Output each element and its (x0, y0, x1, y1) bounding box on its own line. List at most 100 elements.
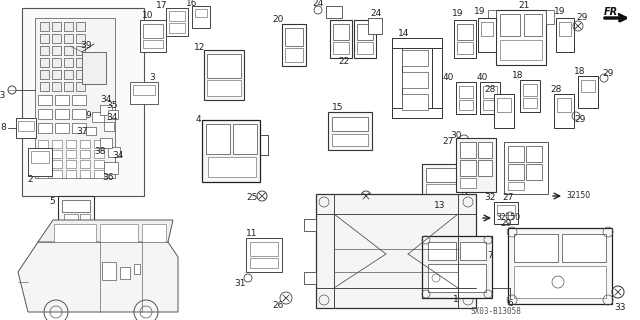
Text: 29: 29 (500, 220, 512, 228)
Text: 2: 2 (27, 175, 33, 185)
Bar (76, 22, 85, 31)
Bar (108, 147, 120, 157)
Bar (38, 95, 52, 105)
Bar (40, 22, 49, 31)
Bar (76, 70, 85, 79)
Bar (250, 242, 278, 256)
Bar (432, 48, 442, 108)
Bar (426, 168, 462, 182)
Bar (368, 18, 382, 34)
Bar (556, 18, 574, 52)
Bar (330, 20, 352, 58)
Bar (483, 86, 497, 98)
Bar (100, 138, 112, 148)
Bar (94, 150, 104, 158)
Bar (52, 160, 62, 168)
Text: 20: 20 (272, 15, 284, 25)
Bar (332, 117, 368, 131)
Text: 8: 8 (0, 124, 6, 132)
Bar (457, 42, 473, 54)
Bar (250, 258, 278, 268)
Bar (133, 85, 155, 95)
Bar (204, 50, 244, 100)
Bar (94, 160, 104, 168)
Bar (55, 123, 69, 133)
Text: 9: 9 (85, 111, 91, 121)
Text: 11: 11 (246, 229, 258, 238)
Bar (40, 82, 49, 91)
Text: 22: 22 (339, 58, 349, 67)
Bar (460, 142, 476, 158)
Bar (100, 105, 112, 115)
Bar (454, 20, 476, 58)
Bar (514, 234, 558, 262)
Bar (38, 140, 48, 148)
Text: SX03-B13058: SX03-B13058 (470, 308, 522, 316)
Bar (64, 34, 73, 43)
Bar (52, 58, 61, 67)
Bar (328, 112, 372, 150)
Text: 32150: 32150 (566, 191, 590, 201)
Text: 34: 34 (106, 114, 118, 123)
Bar (66, 150, 76, 158)
Bar (546, 10, 554, 24)
Bar (354, 20, 376, 58)
Bar (508, 146, 524, 162)
Bar (483, 100, 497, 110)
Text: 31: 31 (234, 279, 246, 289)
Bar (64, 214, 78, 222)
Text: 28: 28 (550, 85, 562, 94)
Text: 1: 1 (453, 295, 459, 305)
Bar (82, 52, 106, 84)
Bar (496, 10, 546, 65)
Bar (478, 160, 492, 176)
Bar (64, 46, 73, 55)
Bar (581, 80, 595, 92)
Bar (392, 38, 442, 48)
Bar (457, 24, 473, 40)
Bar (38, 109, 52, 119)
Bar (64, 82, 73, 91)
Bar (40, 70, 49, 79)
Bar (130, 82, 158, 104)
Bar (80, 150, 90, 158)
Text: 29: 29 (574, 116, 586, 124)
Bar (76, 58, 85, 67)
Bar (38, 123, 52, 133)
Bar (392, 108, 442, 118)
Bar (207, 80, 241, 96)
Text: 3: 3 (149, 74, 155, 83)
Bar (143, 40, 163, 48)
Text: 4: 4 (195, 116, 201, 124)
Text: 10: 10 (142, 12, 154, 20)
Bar (18, 121, 34, 131)
Text: 13: 13 (435, 202, 445, 211)
Bar (76, 46, 85, 55)
Bar (508, 164, 524, 180)
Bar (282, 24, 306, 66)
Text: 21: 21 (518, 2, 530, 11)
Bar (402, 72, 428, 88)
Bar (233, 124, 257, 154)
Bar (402, 50, 428, 66)
Bar (76, 34, 85, 43)
Text: 24: 24 (371, 10, 381, 19)
Text: 17: 17 (156, 2, 168, 11)
Text: 18: 18 (574, 68, 586, 76)
Bar (38, 170, 48, 178)
Bar (494, 94, 514, 128)
Bar (64, 58, 73, 67)
Bar (514, 266, 606, 298)
Bar (460, 160, 476, 176)
Text: 34: 34 (112, 150, 124, 159)
Bar (554, 94, 574, 128)
Bar (500, 14, 520, 36)
Polygon shape (38, 220, 173, 242)
Bar (326, 6, 342, 18)
Bar (508, 182, 524, 190)
Bar (80, 214, 90, 222)
Bar (52, 70, 61, 79)
Text: 27: 27 (442, 138, 454, 147)
Bar (508, 228, 612, 304)
Bar (22, 8, 144, 196)
